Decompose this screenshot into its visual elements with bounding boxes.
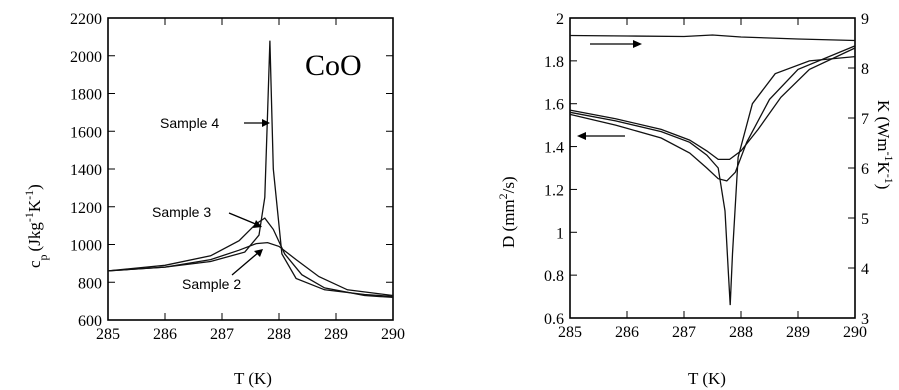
right-x-tick-label: 289 [786,324,810,341]
left-y-tick-label: 2000 [70,49,102,66]
right-x-tick-label: 290 [843,324,867,341]
diffusivity-series-2 [569,55,856,306]
left-y-tick-label: 1200 [70,200,102,217]
left-y-tick-label: 1400 [70,162,102,179]
right-left-y-axis-label: D (mm2/s) [496,176,518,248]
diffusivity-series-4 [569,47,856,161]
left-x-tick-label: 287 [210,326,234,343]
left-x-tick-label: 285 [96,326,120,343]
right-right-y-ticks: 3 4 5 6 7 8 9 [848,11,869,328]
right-right-y-tick-label: 4 [861,261,869,278]
diffusivity-series-3 [569,45,856,182]
diffusivity-series-1 [569,34,856,42]
right-left-y-tick-label: 1.2 [544,182,564,199]
right-x-ticks: 285 286 287 288 289 290 [558,18,867,341]
left-y-tick-label: 1000 [70,238,102,255]
left-y-tick-label: 2200 [70,11,102,28]
sample-2-arrow [231,251,260,276]
right-axis-arrowhead [633,40,642,48]
left-y-tick-label: 800 [78,275,102,292]
right-x-tick-label: 288 [729,324,753,341]
right-right-y-tick-label: 7 [861,111,869,128]
right-right-y-axis-label: K (Wm-1K-1) [874,100,896,189]
left-x-ticks: 285 286 287 288 289 290 [96,18,405,343]
right-left-y-tick-label: 1.6 [544,97,564,114]
left-curves [107,40,394,299]
right-left-y-tick-label: 0.6 [544,311,564,328]
cp-series-3 [107,241,394,297]
left-y-ticks: 600 800 1000 1200 1400 1600 1800 2000 2200 [70,11,393,330]
sample-3-label: Sample 3 [152,204,211,220]
sample-4-label: Sample 4 [160,115,219,131]
left-y-tick-label: 600 [78,313,102,330]
right-left-y-tick-label: 2 [556,11,564,28]
right-left-y-tick-label: 1.4 [544,140,564,157]
right-right-y-tick-label: 5 [861,211,869,228]
left-y-axis-label: cp(Jkg-1K-1) [22,184,50,268]
left-y-tick-label: 1600 [70,124,102,141]
cp-series-1 [107,40,394,298]
cp-series-2 [107,217,394,299]
left-y-tick-label: 1800 [70,87,102,104]
compound-label: CoO [305,49,362,82]
right-curves [569,34,856,306]
right-x-tick-label: 285 [558,324,582,341]
right-x-axis-label: T (K) [688,369,726,388]
right-right-y-tick-label: 9 [861,11,869,28]
right-left-y-tick-label: 1 [556,225,564,242]
sample-3-arrow [228,212,259,226]
left-x-tick-label: 286 [153,326,177,343]
sample-3-arrowhead [253,220,262,228]
right-x-tick-label: 286 [615,324,639,341]
left-x-axis-label: T (K) [234,369,272,388]
right-left-y-tick-label: 1.8 [544,54,564,71]
sample-2-arrowhead [254,249,263,257]
left-x-tick-label: 289 [324,326,348,343]
right-left-y-tick-label: 0.8 [544,268,564,285]
right-right-y-tick-label: 6 [861,161,869,178]
left-x-tick-label: 290 [381,326,405,343]
left-axis-arrowhead [577,132,586,140]
sample-4-arrowhead [262,119,270,127]
sample-2-label: Sample 2 [182,276,241,292]
right-left-y-ticks: 0.6 0.8 1 1.2 1.4 1.6 1.8 2 [544,11,577,328]
right-right-y-tick-label: 3 [861,311,869,328]
right-right-y-tick-label: 8 [861,61,869,78]
right-x-tick-label: 287 [672,324,696,341]
left-x-tick-label: 288 [267,326,291,343]
